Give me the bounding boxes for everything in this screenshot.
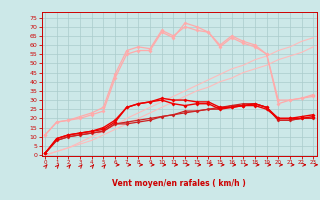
X-axis label: Vent moyen/en rafales ( km/h ): Vent moyen/en rafales ( km/h ) [112,179,246,188]
